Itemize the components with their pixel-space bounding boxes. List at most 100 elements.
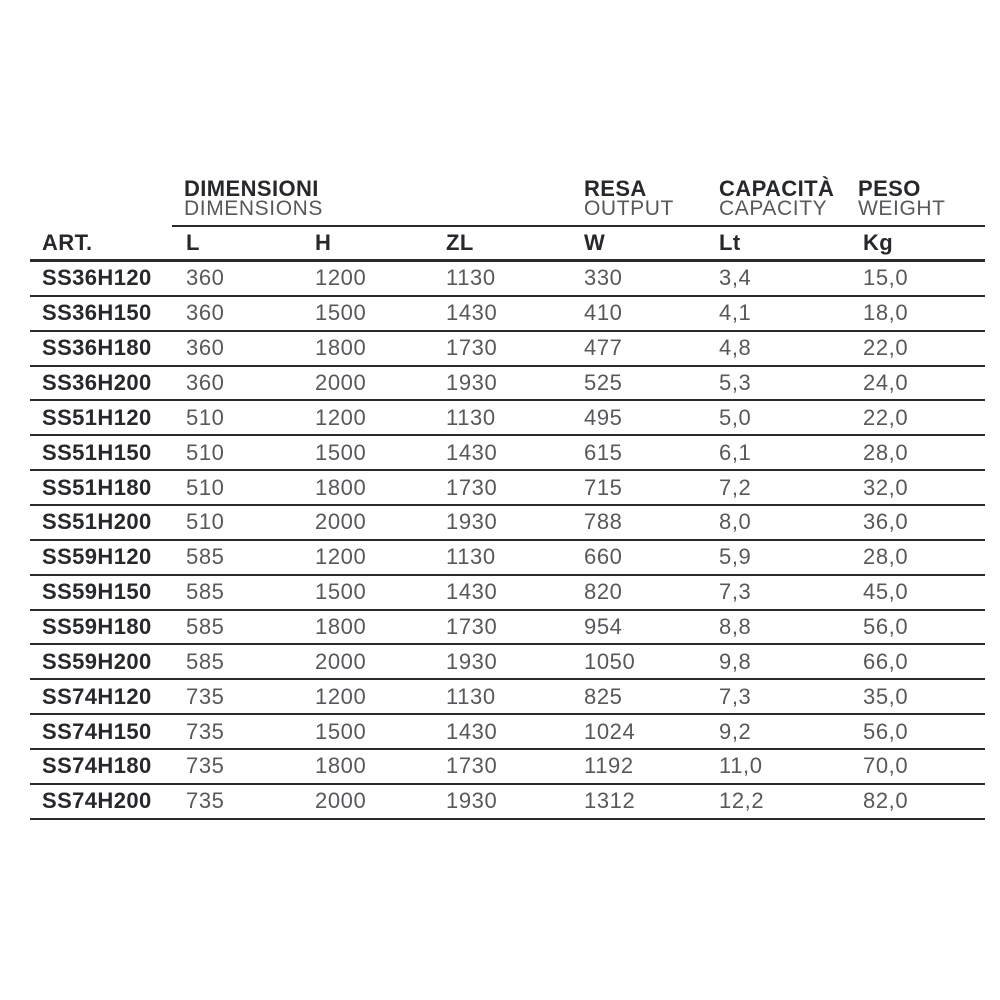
- value-cell: 1024: [584, 718, 636, 744]
- value-cell: 1730: [446, 614, 498, 640]
- value-cell: 8,8: [719, 614, 752, 640]
- group-header-output: RESA OUTPUT: [584, 176, 674, 220]
- value-cell: 1200: [315, 544, 367, 570]
- value-cell: 510: [186, 439, 225, 465]
- value-cell: 1200: [315, 683, 367, 709]
- value-cell: 3,4: [719, 265, 752, 291]
- art-cell: SS74H120: [42, 683, 152, 709]
- column-header-row: ART. L H ZL W Lt Kg: [30, 227, 985, 262]
- value-cell: 1730: [446, 335, 498, 361]
- value-cell: 1930: [446, 370, 498, 395]
- value-cell: 1800: [315, 335, 367, 361]
- group-header-capacity: CAPACITÀ CAPACITY: [719, 176, 835, 220]
- value-cell: 1930: [446, 509, 498, 535]
- value-cell: 954: [584, 614, 623, 640]
- value-cell: 1730: [446, 753, 498, 779]
- value-cell: 585: [186, 648, 225, 674]
- value-cell: 510: [186, 474, 225, 500]
- table-row: SS59H200 585 2000 1930 1050 9,8 66,0: [30, 645, 985, 681]
- art-cell: SS36H200: [42, 370, 152, 395]
- group-label-english: CAPACITY: [719, 197, 828, 220]
- value-cell: 12,2: [719, 788, 765, 814]
- product-spec-table: DIMENSIONI DIMENSIONS RESA OUTPUT CAPACI…: [30, 177, 985, 820]
- art-cell: SS36H150: [42, 300, 152, 326]
- value-cell: 1130: [446, 544, 496, 570]
- column-header-l: L: [186, 230, 200, 255]
- art-cell: SS59H150: [42, 579, 152, 605]
- value-cell: 735: [186, 718, 225, 744]
- art-cell: SS59H180: [42, 614, 152, 640]
- column-header-zl: ZL: [446, 230, 474, 255]
- value-cell: 35,0: [863, 683, 909, 709]
- table-row: SS51H120 510 1200 1130 495 5,0 22,0: [30, 401, 985, 437]
- column-header-h: H: [315, 230, 332, 255]
- art-cell: SS51H120: [42, 404, 152, 430]
- value-cell: 24,0: [863, 370, 909, 395]
- group-label-italian: RESA: [584, 176, 647, 201]
- table-body: SS36H120 360 1200 1130 330 3,4 15,0 SS36H150 360…: [30, 262, 985, 820]
- value-cell: 1050: [584, 648, 636, 674]
- group-label-english: OUTPUT: [584, 197, 674, 220]
- value-cell: 1200: [315, 265, 367, 291]
- art-cell: SS51H150: [42, 439, 152, 465]
- value-cell: 735: [186, 753, 225, 779]
- value-cell: 36,0: [863, 509, 909, 535]
- value-cell: 1192: [584, 753, 634, 779]
- table-row: SS74H150 735 1500 1430 1024 9,2 56,0: [30, 715, 985, 751]
- value-cell: 7,3: [719, 683, 752, 709]
- value-cell: 45,0: [863, 579, 909, 605]
- value-cell: 22,0: [863, 404, 909, 430]
- column-header-kg: Kg: [863, 230, 894, 255]
- art-cell: SS36H180: [42, 335, 152, 361]
- group-header-dimensions: DIMENSIONI DIMENSIONS: [184, 176, 324, 220]
- value-cell: 495: [584, 404, 623, 430]
- value-cell: 15,0: [863, 265, 909, 291]
- group-label-italian: DIMENSIONI: [184, 176, 319, 201]
- value-cell: 1500: [315, 579, 367, 605]
- value-cell: 66,0: [863, 648, 909, 674]
- table-row: SS36H180 360 1800 1730 477 4,8 22,0: [30, 332, 985, 367]
- column-header-lt: Lt: [719, 230, 741, 255]
- value-cell: 9,2: [719, 718, 752, 744]
- group-header-rule: [172, 225, 985, 227]
- group-label-english: DIMENSIONS: [184, 197, 324, 220]
- value-cell: 360: [186, 335, 225, 361]
- value-cell: 56,0: [863, 614, 909, 640]
- value-cell: 1200: [315, 404, 367, 430]
- table-row: SS36H200 360 2000 1930 525 5,3 24,0: [30, 367, 985, 402]
- value-cell: 1800: [315, 753, 367, 779]
- value-cell: 5,9: [719, 544, 752, 570]
- value-cell: 788: [584, 509, 623, 535]
- table-row: SS74H200 735 2000 1930 1312 12,2 82,0: [30, 785, 985, 820]
- value-cell: 4,1: [719, 300, 752, 326]
- value-cell: 1930: [446, 648, 498, 674]
- table-row: SS36H120 360 1200 1130 330 3,4 15,0: [30, 262, 985, 297]
- art-cell: SS74H180: [42, 753, 152, 779]
- art-cell: SS74H150: [42, 718, 152, 744]
- value-cell: 820: [584, 579, 623, 605]
- column-header-art: ART.: [42, 230, 93, 255]
- value-cell: 1730: [446, 474, 498, 500]
- value-cell: 28,0: [863, 544, 909, 570]
- value-cell: 615: [584, 439, 623, 465]
- value-cell: 22,0: [863, 335, 909, 361]
- value-cell: 5,0: [719, 404, 752, 430]
- group-label-italian: CAPACITÀ: [719, 176, 835, 201]
- table-row: SS74H120 735 1200 1130 825 7,3 35,0: [30, 680, 985, 716]
- value-cell: 1130: [446, 265, 496, 291]
- table-row: SS59H180 585 1800 1730 954 8,8 56,0: [30, 611, 985, 646]
- table-row: SS51H180 510 1800 1730 715 7,2 32,0: [30, 471, 985, 507]
- art-cell: SS51H200: [42, 509, 152, 535]
- group-header-band: DIMENSIONI DIMENSIONS RESA OUTPUT CAPACI…: [30, 177, 985, 227]
- group-header-weight: PESO WEIGHT: [858, 176, 946, 220]
- art-cell: SS74H200: [42, 788, 152, 814]
- value-cell: 9,8: [719, 648, 752, 674]
- value-cell: 735: [186, 683, 225, 709]
- value-cell: 360: [186, 370, 225, 395]
- column-header-w: W: [584, 230, 606, 255]
- group-label-italian: PESO: [858, 176, 921, 201]
- value-cell: 410: [584, 300, 623, 326]
- value-cell: 82,0: [863, 788, 909, 814]
- table-row: SS51H200 510 2000 1930 788 8,0 36,0: [30, 506, 985, 541]
